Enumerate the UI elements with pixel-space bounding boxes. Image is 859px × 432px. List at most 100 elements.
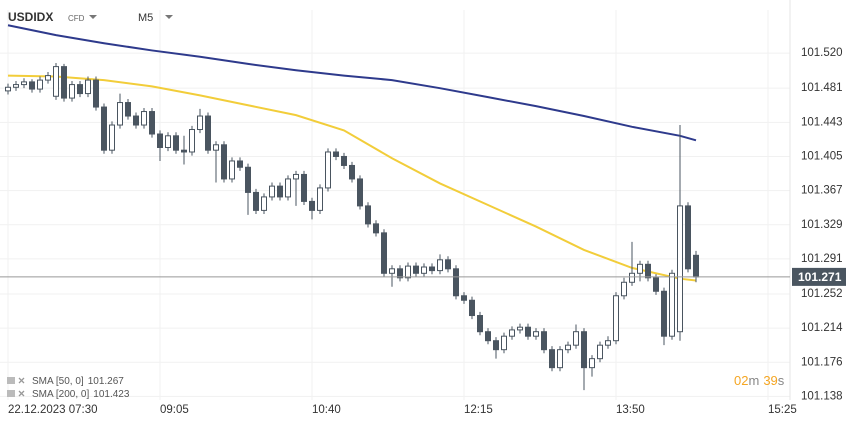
candle — [5, 83, 11, 95]
candle — [229, 157, 235, 183]
candle — [629, 241, 635, 286]
legend-remove[interactable] — [18, 390, 25, 397]
candle — [517, 323, 523, 334]
candle — [29, 79, 35, 93]
candle-body — [493, 340, 499, 351]
candle — [445, 256, 451, 273]
candle-body — [645, 263, 651, 279]
y-tick-label: 101.176 — [801, 356, 843, 368]
candle — [597, 341, 603, 363]
instrument-kind: CFD — [68, 14, 85, 23]
sma-line — [7, 24, 697, 142]
candle — [373, 220, 379, 237]
candle-body — [333, 151, 339, 157]
candle — [605, 336, 611, 349]
candle — [557, 346, 563, 372]
current-price-label: 101.271 — [798, 270, 842, 284]
candle-body — [125, 102, 131, 117]
candle — [189, 125, 195, 156]
timeframe[interactable]: M5 — [138, 12, 153, 24]
candle — [157, 130, 163, 161]
candle — [437, 254, 443, 275]
candle — [285, 175, 291, 201]
y-tick-label: 101.291 — [801, 253, 843, 265]
legend-entry: SMA [200, 0] 101.423 — [32, 389, 130, 400]
candle — [389, 265, 395, 287]
y-tick-label: 101.405 — [801, 151, 843, 163]
candle-body — [389, 268, 395, 274]
candle-body — [253, 191, 259, 211]
candle-body — [445, 259, 451, 270]
candle — [301, 170, 307, 205]
candle-body — [117, 102, 123, 126]
legend-name: SMA [200, 0] — [32, 389, 89, 400]
candle — [309, 197, 315, 220]
legend-value: 101.423 — [93, 389, 130, 400]
candle-body — [245, 166, 251, 193]
candle — [205, 112, 211, 154]
candle-body — [173, 135, 179, 151]
candle — [101, 103, 107, 154]
candle-body — [205, 115, 211, 151]
candle — [85, 76, 91, 98]
candle-body — [613, 295, 619, 342]
candle-body — [309, 200, 315, 211]
y-tick-label: 101.214 — [801, 322, 843, 334]
candle — [397, 265, 403, 282]
candle-body — [429, 266, 435, 272]
candle-body — [533, 331, 539, 337]
candle-body — [661, 290, 667, 337]
candle — [245, 163, 251, 215]
candle — [509, 326, 515, 340]
candle — [13, 80, 19, 91]
countdown: 02m 39s — [734, 373, 785, 388]
candle-body — [53, 66, 59, 97]
x-tick-label: 22.12.2023 07:30 — [8, 404, 98, 416]
candle — [117, 93, 123, 129]
legend-icon — [7, 390, 15, 397]
candle-body — [413, 265, 419, 274]
candle-body — [629, 272, 635, 283]
candle — [61, 63, 67, 102]
candle-body — [181, 149, 187, 153]
candle — [93, 76, 99, 111]
candle — [37, 76, 43, 93]
candle-body — [437, 259, 443, 272]
candle — [293, 170, 299, 206]
candle — [421, 263, 427, 277]
legend-remove[interactable] — [18, 377, 25, 384]
timeframe-dropdown[interactable] — [165, 15, 173, 19]
candle-body — [197, 115, 203, 131]
candle — [333, 148, 339, 161]
symbol[interactable]: USDIDX — [8, 10, 53, 24]
candle — [677, 125, 683, 341]
candle — [661, 287, 667, 346]
candle-body — [237, 160, 243, 168]
candle-body — [61, 66, 67, 99]
candle — [645, 260, 651, 282]
candle — [109, 121, 115, 154]
candle-body — [165, 135, 171, 148]
candle — [125, 98, 131, 120]
candle-body — [549, 349, 555, 369]
candle — [77, 80, 83, 98]
candle-body — [469, 299, 475, 317]
candle-body — [101, 106, 107, 151]
candle — [149, 107, 155, 138]
candle-body — [637, 263, 643, 274]
candle-body — [677, 205, 683, 333]
countdown-unit: m — [748, 373, 759, 388]
candle — [213, 141, 219, 183]
candle — [357, 175, 363, 210]
candle-body — [365, 205, 371, 225]
candle — [365, 202, 371, 228]
y-tick-label: 101.367 — [801, 185, 843, 197]
candle-body — [621, 281, 627, 297]
candle-body — [77, 84, 83, 95]
candle-body — [381, 232, 387, 274]
symbol-dropdown[interactable] — [89, 15, 97, 19]
candle-body — [477, 315, 483, 333]
candle-body — [509, 329, 515, 337]
candle-body — [573, 331, 579, 346]
candle-body — [373, 223, 379, 234]
